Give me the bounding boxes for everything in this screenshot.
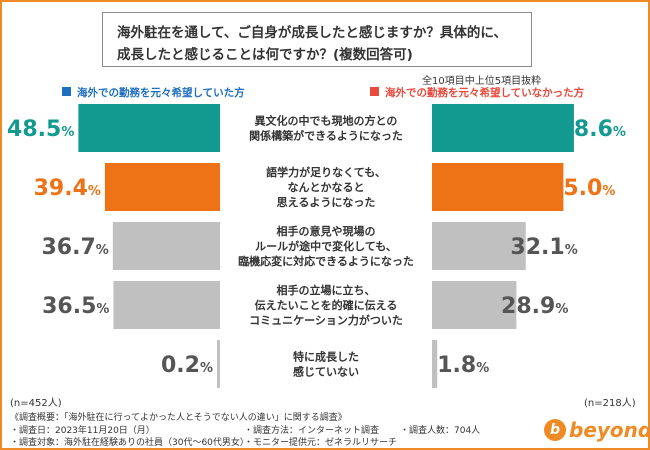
title-line-1: 海外駐在を通して、ご自身が成長したと感じますか？具体的に、 — [117, 25, 508, 41]
category-label-1: 語学力が足りなくても、なんとかなると思えるようになった — [266, 165, 386, 209]
logo-wordmark: beyond — [569, 418, 650, 442]
footer-overview: 《調査概要：「海外駐在に行ってよかった人とそうでない人の違い」に関する調査》 — [10, 413, 347, 423]
bar-right-0 — [432, 104, 574, 152]
value-right-4: 1.8% — [437, 353, 489, 378]
n-right: (n=218人) — [584, 398, 636, 409]
value-right-3: 28.9% — [501, 294, 568, 319]
footer-count: ・調査人数：704人 — [400, 426, 481, 436]
logo-mark: b — [544, 419, 566, 441]
legend-left-label: 海外での勤務を元々希望していた方 — [77, 87, 245, 99]
bar-left-2 — [112, 222, 220, 270]
bar-left-0 — [78, 104, 220, 152]
bar-left-4 — [217, 340, 220, 388]
top-note: 全10項目中上位5項目抜粋 — [422, 76, 542, 87]
legend-right-swatch — [370, 87, 379, 96]
footer-date: ・調査日：2023年11月20日（月） — [10, 426, 155, 436]
title-line-2: 成長したと感じることは何ですか？(複数回答可) — [117, 47, 413, 63]
value-right-0: 48.6% — [559, 117, 626, 142]
value-left-1: 39.4% — [34, 176, 101, 201]
title-box: 海外駐在を通して、ご自身が成長したと感じますか？具体的に、 成長したと感じること… — [102, 12, 532, 67]
value-right-1: 45.0% — [548, 176, 615, 201]
value-right-2: 32.1% — [510, 235, 577, 260]
footer-provider: ・モニター提供元：ゼネラルリサーチ — [244, 438, 398, 448]
value-left-2: 36.7% — [42, 235, 109, 260]
category-label-3: 相手の立場に立ち、伝えたいことを的確に伝えるコミュニケーション力がついた — [249, 283, 403, 327]
category-label-0: 異文化の中でも現地の方との関係構築ができるようになった — [249, 114, 403, 143]
value-left-3: 36.5% — [42, 294, 109, 319]
category-label-4: 特に成長した感じていない — [293, 350, 359, 379]
legend-right-label: 海外での勤務を元々希望していなかった方 — [385, 87, 585, 99]
n-left: (n=452人) — [10, 398, 62, 409]
value-left-4: 0.2% — [161, 353, 213, 378]
bar-left-1 — [104, 163, 220, 211]
bar-right-3 — [432, 281, 517, 329]
footer-method: ・調査方法：インターネット調査 — [244, 426, 380, 436]
legend-left-swatch — [62, 87, 71, 96]
bar-left-3 — [113, 281, 220, 329]
bar-right-4 — [432, 340, 438, 388]
beyond-logo: b beyond — [544, 418, 650, 442]
value-left-0: 48.5% — [7, 117, 74, 142]
footer-target: ・調査対象：海外駐在経験ありの社員（30代〜60代男女） — [10, 438, 249, 448]
legend-left: 海外での勤務を元々希望していた方 — [62, 85, 245, 100]
legend-right: 海外での勤務を元々希望していなかった方 — [370, 85, 584, 100]
bar-right-1 — [432, 163, 564, 211]
category-label-2: 相手の意見や現場のルールが途中で変化しても、臨機応変に対応できるようになった — [238, 224, 414, 268]
bar-right-2 — [432, 222, 526, 270]
